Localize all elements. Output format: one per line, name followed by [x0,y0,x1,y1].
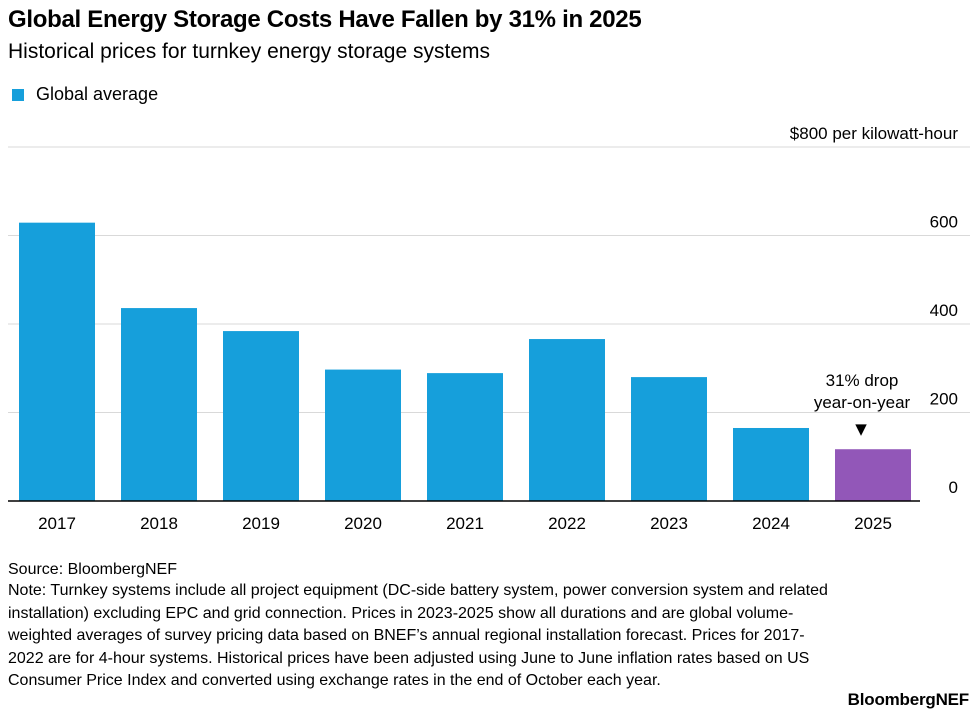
bar-2022 [529,339,605,501]
bar-chart: 0 200 400 600 $800 per kilowatt-hour 2017 2018… [8,124,970,533]
bar-2020 [325,369,401,501]
chart-title: Global Energy Storage Costs Have Fallen … [8,6,642,33]
y-tick-label: 0 [949,478,958,497]
note-text: Note: Turnkey systems include all projec… [8,582,828,689]
annotation-text-line1: 31% drop [826,371,899,390]
legend-label: Global average [36,84,159,104]
x-tick-label: 2017 [38,514,76,533]
bar-2017 [19,222,95,502]
x-tick-label: 2021 [446,514,484,533]
y-tick-label: $800 per kilowatt-hour [790,124,959,143]
bar-2019 [223,331,299,501]
x-tick-label: 2022 [548,514,586,533]
y-tick-label: 600 [930,213,958,232]
legend: Global average [12,84,158,105]
annotation-text-line2: year-on-year [814,393,911,412]
x-tick-label: 2025 [854,514,892,533]
bar-2025 [835,449,911,501]
chart-subtitle: Historical prices for turnkey energy sto… [8,40,491,63]
source-text: Source: BloombergNEF [8,561,177,578]
x-tick-label: 2019 [242,514,280,533]
x-tick-label: 2023 [650,514,688,533]
x-tick-label: 2020 [344,514,382,533]
y-tick-label: 400 [930,301,958,320]
x-tick-label: 2024 [752,514,790,533]
bar-2018 [121,308,197,501]
x-tick-label: 2018 [140,514,178,533]
brand-logo-text: BloombergNEF [847,690,970,709]
bar-2024 [733,427,809,501]
annotation-arrow-icon: ▼ [855,420,867,438]
bar-2021 [427,373,503,501]
y-tick-label: 200 [930,390,958,409]
legend-swatch [12,88,24,101]
bar-2023 [631,377,707,501]
